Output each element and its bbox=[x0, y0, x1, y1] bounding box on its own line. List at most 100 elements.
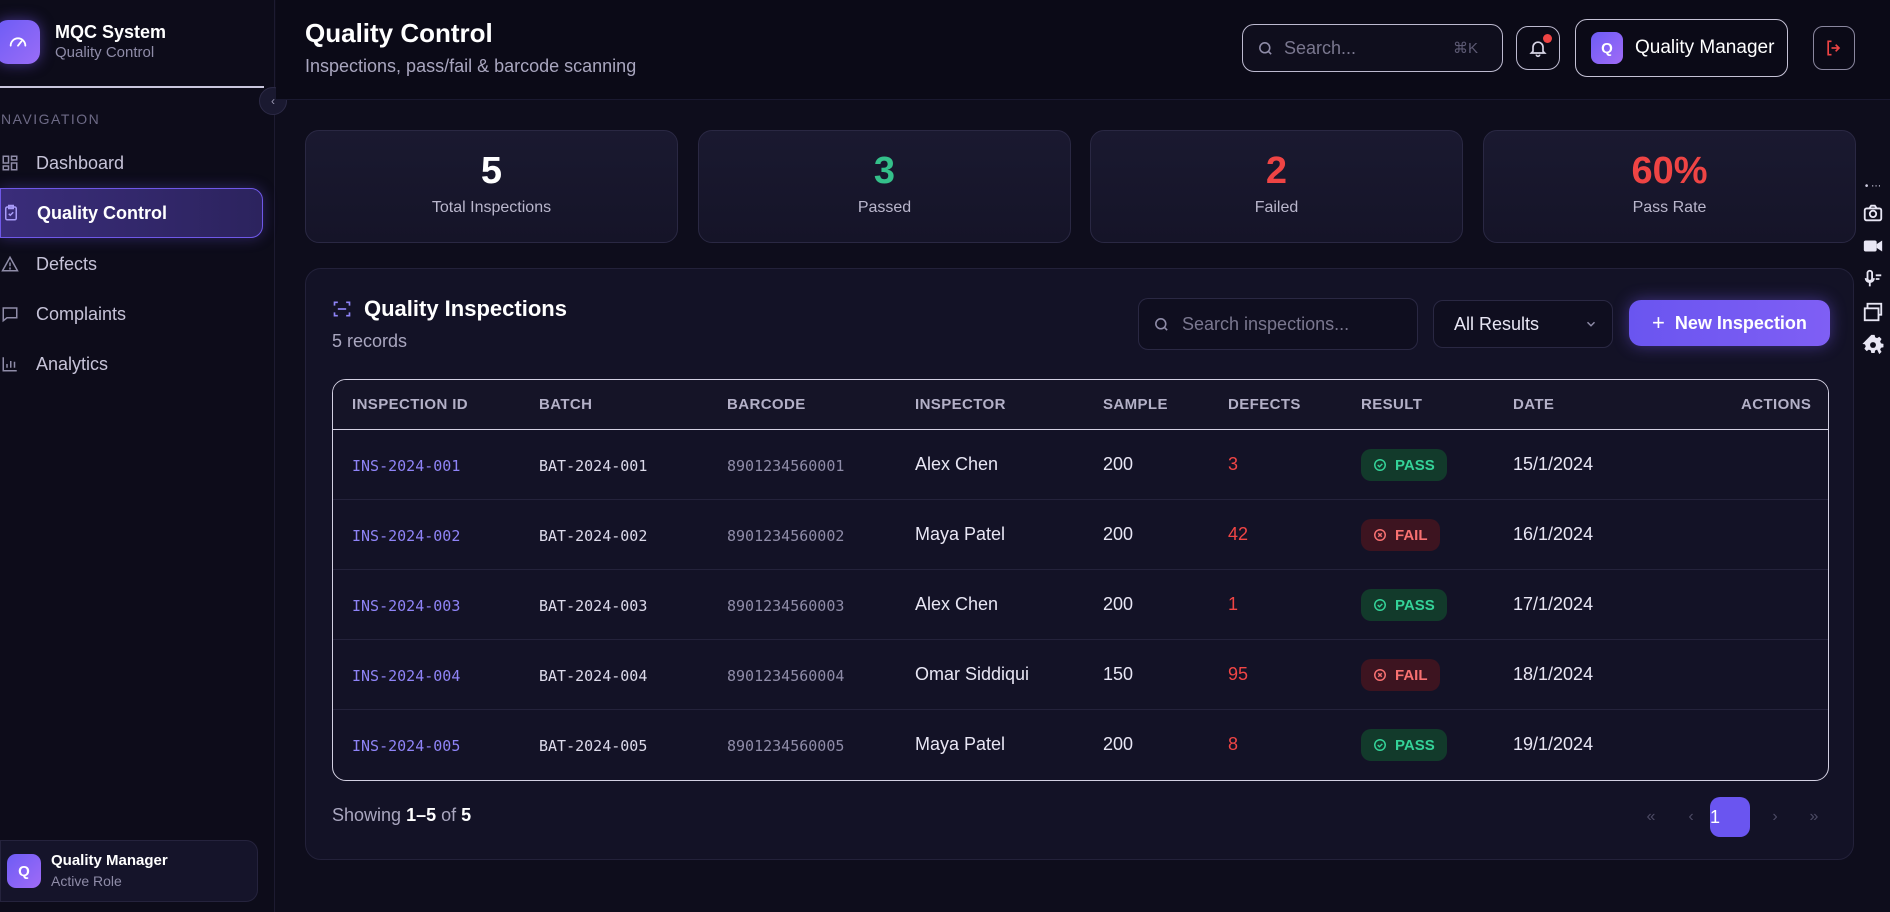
bell-icon bbox=[1528, 38, 1548, 58]
stat-card-passed: 3 Passed bbox=[698, 130, 1071, 243]
plus-icon: + bbox=[1652, 310, 1665, 335]
sidebar-item-complaints[interactable]: Complaints bbox=[0, 289, 263, 339]
column-header[interactable]: BATCH bbox=[539, 396, 593, 413]
column-header[interactable]: BARCODE bbox=[727, 396, 806, 413]
page-1-button[interactable]: 1 bbox=[1710, 797, 1750, 837]
avatar: Q bbox=[1591, 32, 1623, 64]
gear-icon[interactable] bbox=[1860, 332, 1886, 358]
stat-label: Failed bbox=[1254, 198, 1299, 216]
status-badge: PASS bbox=[1361, 589, 1447, 621]
result-filter-select[interactable]: All Results bbox=[1433, 300, 1613, 348]
new-inspection-button[interactable]: + New Inspection bbox=[1629, 300, 1830, 346]
stat-value: 5 bbox=[480, 150, 503, 192]
user-menu-button[interactable]: Q Quality Manager bbox=[1575, 19, 1788, 77]
camera-icon[interactable] bbox=[1860, 200, 1886, 226]
stat-label: Passed bbox=[857, 198, 912, 216]
role-card[interactable]: Q Quality Manager Active Role bbox=[0, 840, 258, 902]
notifications-button[interactable] bbox=[1516, 26, 1560, 70]
barcode-cell: 8901234560004 bbox=[727, 667, 845, 685]
page-subtitle: Inspections, pass/fail & barcode scannin… bbox=[305, 56, 637, 76]
status-badge: FAIL bbox=[1361, 659, 1440, 691]
status-badge: PASS bbox=[1361, 729, 1447, 761]
x-circle-icon bbox=[1373, 528, 1387, 542]
status-badge: FAIL bbox=[1361, 519, 1440, 551]
avatar: Q bbox=[7, 854, 41, 888]
search-placeholder: Search inspections... bbox=[1182, 313, 1350, 334]
batch-cell: BAT-2024-004 bbox=[539, 667, 648, 685]
table-header: INSPECTION ID BATCH BARCODE INSPECTOR SA… bbox=[333, 380, 1828, 430]
status-badge: PASS bbox=[1361, 449, 1447, 481]
page-title: Quality Control bbox=[305, 18, 493, 48]
windows-icon[interactable] bbox=[1860, 299, 1886, 325]
batch-cell: BAT-2024-002 bbox=[539, 527, 648, 545]
last-page-button[interactable]: » bbox=[1809, 808, 1819, 825]
sidebar-item-defects[interactable]: Defects bbox=[0, 239, 263, 289]
inspection-id-link[interactable]: INS-2024-005 bbox=[352, 737, 461, 755]
x-circle-icon bbox=[1373, 668, 1387, 682]
inspection-search-input[interactable]: Search inspections... bbox=[1138, 298, 1418, 350]
table-row[interactable]: INS-2024-005 BAT-2024-005 8901234560005 … bbox=[333, 710, 1828, 780]
inspector-cell: Maya Patel bbox=[915, 524, 1006, 544]
sidebar-item-label: Complaints bbox=[36, 303, 127, 324]
sample-cell: 200 bbox=[1103, 594, 1134, 614]
stat-value: 3 bbox=[873, 150, 896, 192]
column-header[interactable]: INSPECTION ID bbox=[352, 396, 469, 413]
next-page-button[interactable]: › bbox=[1772, 808, 1778, 825]
batch-cell: BAT-2024-005 bbox=[539, 737, 648, 755]
inspector-cell: Omar Siddiqui bbox=[915, 664, 1030, 684]
video-icon[interactable] bbox=[1860, 233, 1886, 259]
brand: MQC System Quality Control bbox=[0, 18, 264, 88]
inspection-id-link[interactable]: INS-2024-004 bbox=[352, 667, 461, 685]
global-search-input[interactable]: Search... ⌘K bbox=[1242, 24, 1503, 72]
stat-label: Total Inspections bbox=[431, 198, 552, 216]
role-name: Quality Manager bbox=[51, 852, 168, 869]
inspection-id-link[interactable]: INS-2024-002 bbox=[352, 527, 461, 545]
column-header[interactable]: DEFECTS bbox=[1228, 396, 1301, 413]
date-cell: 17/1/2024 bbox=[1513, 594, 1594, 614]
sidebar-item-analytics[interactable]: Analytics bbox=[0, 339, 263, 389]
column-header[interactable]: RESULT bbox=[1361, 396, 1423, 413]
sample-cell: 200 bbox=[1103, 454, 1134, 474]
inspections-table: INSPECTION ID BATCH BARCODE INSPECTOR SA… bbox=[332, 379, 1829, 781]
date-cell: 18/1/2024 bbox=[1513, 664, 1594, 684]
sample-cell: 150 bbox=[1103, 664, 1134, 684]
bar-chart-icon bbox=[0, 354, 20, 374]
stat-value: 2 bbox=[1265, 150, 1288, 192]
column-header[interactable]: DATE bbox=[1513, 396, 1555, 413]
column-header[interactable]: SAMPLE bbox=[1103, 396, 1168, 413]
barcode-cell: 8901234560005 bbox=[727, 737, 845, 755]
column-header[interactable]: INSPECTOR bbox=[915, 396, 1006, 413]
more-icon[interactable]: • ⋯ bbox=[1864, 180, 1882, 192]
role-subtitle: Active Role bbox=[51, 873, 122, 889]
barcode-cell: 8901234560001 bbox=[727, 457, 845, 475]
brand-title: MQC System bbox=[55, 22, 167, 42]
message-icon bbox=[0, 304, 20, 324]
showing-of: of bbox=[441, 805, 457, 825]
showing-total: 5 bbox=[461, 805, 472, 825]
sidebar-item-label: Dashboard bbox=[36, 152, 125, 173]
inspection-id-link[interactable]: INS-2024-003 bbox=[352, 597, 461, 615]
logout-button[interactable] bbox=[1813, 26, 1855, 70]
search-placeholder: Search... bbox=[1284, 37, 1357, 58]
table-row[interactable]: INS-2024-002 BAT-2024-002 8901234560002 … bbox=[333, 500, 1828, 570]
stat-label: Pass Rate bbox=[1632, 198, 1707, 216]
barcode-cell: 8901234560002 bbox=[727, 527, 845, 545]
table-row[interactable]: INS-2024-001 BAT-2024-001 8901234560001 … bbox=[333, 430, 1828, 500]
batch-cell: BAT-2024-001 bbox=[539, 457, 648, 475]
panel-title: Quality Inspections bbox=[364, 296, 567, 321]
stat-card-pass-rate: 60% Pass Rate bbox=[1483, 130, 1856, 243]
inspector-cell: Alex Chen bbox=[915, 454, 999, 474]
date-cell: 15/1/2024 bbox=[1513, 454, 1594, 474]
sidebar-item-quality-control[interactable]: Quality Control bbox=[0, 188, 263, 238]
prev-page-button[interactable]: ‹ bbox=[1688, 808, 1694, 825]
inspection-id-link[interactable]: INS-2024-001 bbox=[352, 457, 461, 475]
check-circle-icon bbox=[1373, 598, 1387, 612]
barcode-cell: 8901234560003 bbox=[727, 597, 845, 615]
batch-cell: BAT-2024-003 bbox=[539, 597, 648, 615]
table-row[interactable]: INS-2024-003 BAT-2024-003 8901234560003 … bbox=[333, 570, 1828, 640]
microphone-icon[interactable] bbox=[1860, 266, 1886, 292]
sidebar-item-dashboard[interactable]: Dashboard bbox=[0, 138, 263, 188]
first-page-button[interactable]: « bbox=[1646, 808, 1656, 825]
filter-value: All Results bbox=[1454, 313, 1540, 334]
table-row[interactable]: INS-2024-004 BAT-2024-004 8901234560004 … bbox=[333, 640, 1828, 710]
